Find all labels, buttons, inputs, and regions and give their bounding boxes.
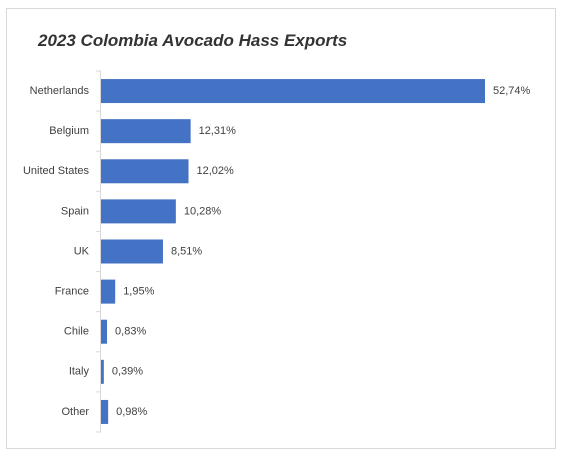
chart-title: 2023 Colombia Avocado Hass Exports: [37, 31, 347, 50]
bar: [101, 399, 109, 424]
bar: [101, 79, 485, 104]
data-label: 8,51%: [171, 245, 202, 257]
y-tick-label: Netherlands: [30, 85, 90, 97]
data-label: 12,31%: [199, 125, 237, 137]
y-tick-label: Spain: [61, 205, 89, 217]
data-label: 1,95%: [123, 286, 154, 298]
y-tick-label: Italy: [69, 366, 90, 378]
bar: [101, 359, 104, 384]
data-label: 0,39%: [112, 366, 143, 378]
bar: [101, 279, 116, 304]
data-label: 12,02%: [197, 165, 235, 177]
y-tick-label: UK: [74, 245, 90, 257]
y-tick-label: Chile: [64, 326, 89, 338]
y-tick-label: Belgium: [49, 125, 89, 137]
data-label: 0,98%: [116, 406, 147, 418]
bar: [101, 119, 191, 144]
y-tick-label: France: [55, 286, 89, 298]
data-label: 0,83%: [115, 326, 146, 338]
y-tick-label: Other: [61, 406, 89, 418]
data-label: 10,28%: [184, 205, 222, 217]
bar: [101, 239, 163, 264]
y-tick-label: United States: [23, 165, 90, 177]
bar: [101, 199, 176, 224]
data-label: 52,74%: [493, 85, 531, 97]
bar: [101, 159, 189, 184]
bar: [101, 319, 108, 344]
chart-frame: [6, 8, 556, 449]
